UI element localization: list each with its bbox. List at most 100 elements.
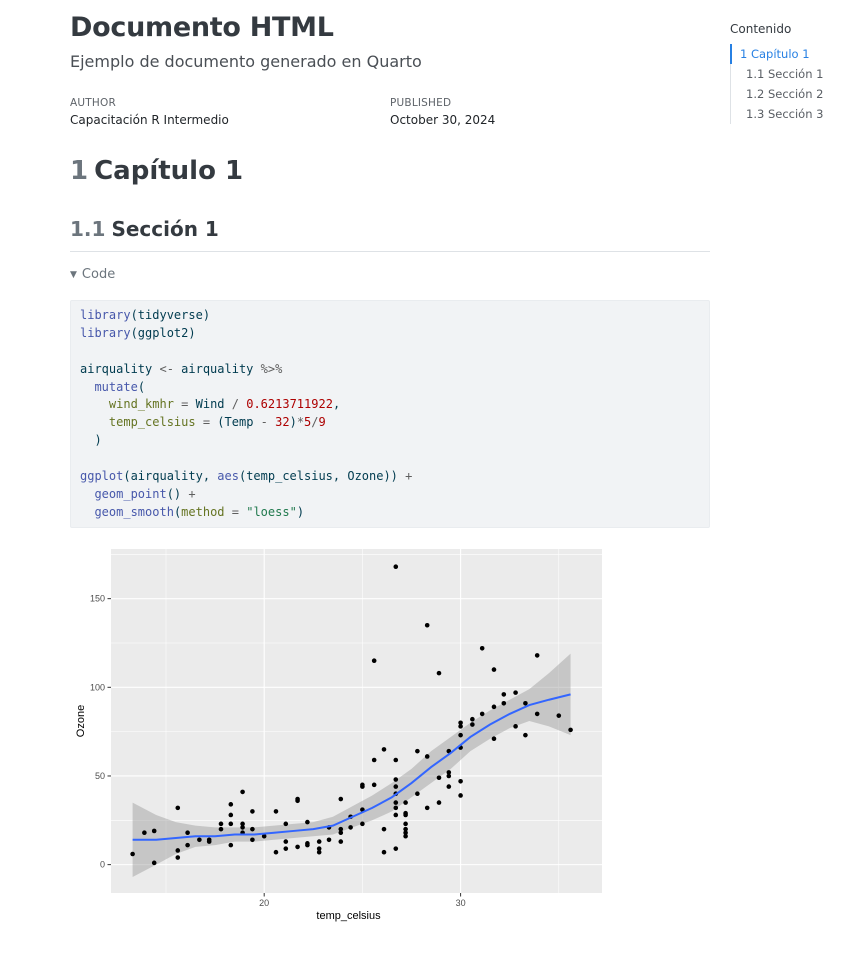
scatter-plot: 20 30 0 50 100 150 temp_celsius Ozone (70, 546, 615, 926)
data-point (381, 849, 387, 855)
code-token (80, 505, 94, 519)
data-point (273, 809, 279, 814)
data-point (175, 855, 181, 860)
data-point (534, 653, 540, 658)
code-token: %>% (260, 361, 283, 376)
chapter-heading: 1 Capítulo 1 (70, 156, 243, 186)
data-point (458, 732, 463, 738)
data-point (206, 839, 212, 844)
x-tick-label: 20 (259, 898, 269, 908)
code-line: library(tidyverse) (80, 307, 700, 325)
code-token: method (181, 504, 225, 519)
data-point (228, 842, 234, 848)
data-point (403, 833, 408, 839)
data-point (446, 770, 452, 775)
data-point (393, 805, 399, 811)
data-point (151, 860, 157, 866)
data-point (523, 700, 528, 706)
code-token: <- (159, 361, 174, 376)
data-point (403, 812, 408, 818)
y-tick-label: 0 (100, 860, 105, 870)
data-point (436, 670, 442, 676)
data-point (371, 658, 377, 664)
code-token: = (231, 504, 239, 519)
data-point (534, 711, 540, 717)
code-token: ) (289, 415, 297, 430)
toc-list: 1 Capítulo 1 1.1 Sección 1 1.2 Sección 2 1.… (730, 44, 855, 124)
code-token: , (332, 397, 341, 412)
toc-item[interactable]: 1.3 Sección 3 (746, 107, 824, 121)
toc-item[interactable]: 1.2 Sección 2 (746, 87, 824, 101)
data-point (393, 784, 399, 789)
data-point (338, 830, 344, 836)
data-point (523, 732, 528, 738)
data-point (424, 622, 430, 628)
data-point (283, 821, 289, 827)
data-point (218, 826, 224, 832)
data-point (185, 842, 190, 848)
x-axis-label: temp_celsius (316, 910, 381, 922)
code-toggle-label: Code (81, 267, 116, 282)
code-block: library(tidyverse) library(ggplot2) airqua… (70, 300, 710, 528)
data-point (393, 777, 399, 782)
code-token: Wind (188, 397, 232, 412)
code-token: () (166, 486, 189, 501)
chapter-number: 1 (70, 156, 89, 186)
code-token: "loess" (246, 504, 297, 519)
data-point (326, 837, 332, 843)
data-point (393, 564, 399, 570)
data-point (197, 837, 202, 843)
toc-item[interactable]: 1 Capítulo 1 (730, 44, 855, 64)
data-point (424, 805, 430, 811)
code-line: library(ggplot2) (80, 325, 700, 343)
data-point (142, 830, 147, 836)
code-token: = (181, 397, 189, 412)
code-token: 32 (275, 415, 290, 430)
data-point (403, 800, 408, 805)
data-point (403, 821, 408, 827)
section-divider (70, 251, 710, 252)
data-point (316, 849, 322, 855)
data-point (305, 842, 310, 848)
code-token (80, 415, 109, 429)
code-token: + (405, 469, 413, 484)
code-token: temp_celsius (108, 415, 196, 430)
data-point (371, 757, 377, 763)
document-title: Documento HTML (70, 12, 334, 43)
code-token: library (80, 325, 131, 340)
data-point (458, 724, 463, 729)
data-point (470, 716, 475, 722)
code-token: library (80, 308, 131, 322)
code-token (225, 505, 232, 519)
code-token: + (188, 486, 196, 501)
code-token (196, 415, 203, 429)
data-point (240, 789, 245, 795)
data-point (501, 700, 507, 706)
data-point (415, 748, 420, 754)
data-point (360, 784, 365, 789)
toc-item[interactable]: 1.1 Sección 1 (746, 67, 824, 81)
author-label: AUTHOR (70, 97, 116, 109)
code-token: mutate (94, 379, 138, 394)
data-point (393, 846, 399, 851)
code-fold-toggle[interactable]: ▼ Code (70, 267, 115, 282)
data-point (360, 821, 365, 827)
data-point (501, 692, 507, 697)
data-point (316, 839, 322, 844)
published-label: PUBLISHED (390, 97, 452, 109)
code-line: mutate( (80, 379, 700, 397)
y-tick-label: 150 (90, 594, 105, 604)
data-point (283, 839, 289, 844)
published-value: October 30, 2024 (390, 113, 496, 127)
code-token: ( (137, 379, 146, 394)
plot-svg: 20 30 0 50 100 150 temp_celsius Ozone (75, 549, 602, 922)
code-line (80, 343, 700, 361)
data-point (381, 826, 387, 832)
data-point (338, 839, 344, 844)
code-token: = (202, 415, 211, 430)
y-tick-label: 100 (90, 682, 105, 692)
data-point (175, 848, 181, 853)
data-point (250, 809, 255, 814)
code-line: geom_smooth(method = "loess") (80, 504, 700, 522)
data-point (316, 846, 322, 851)
